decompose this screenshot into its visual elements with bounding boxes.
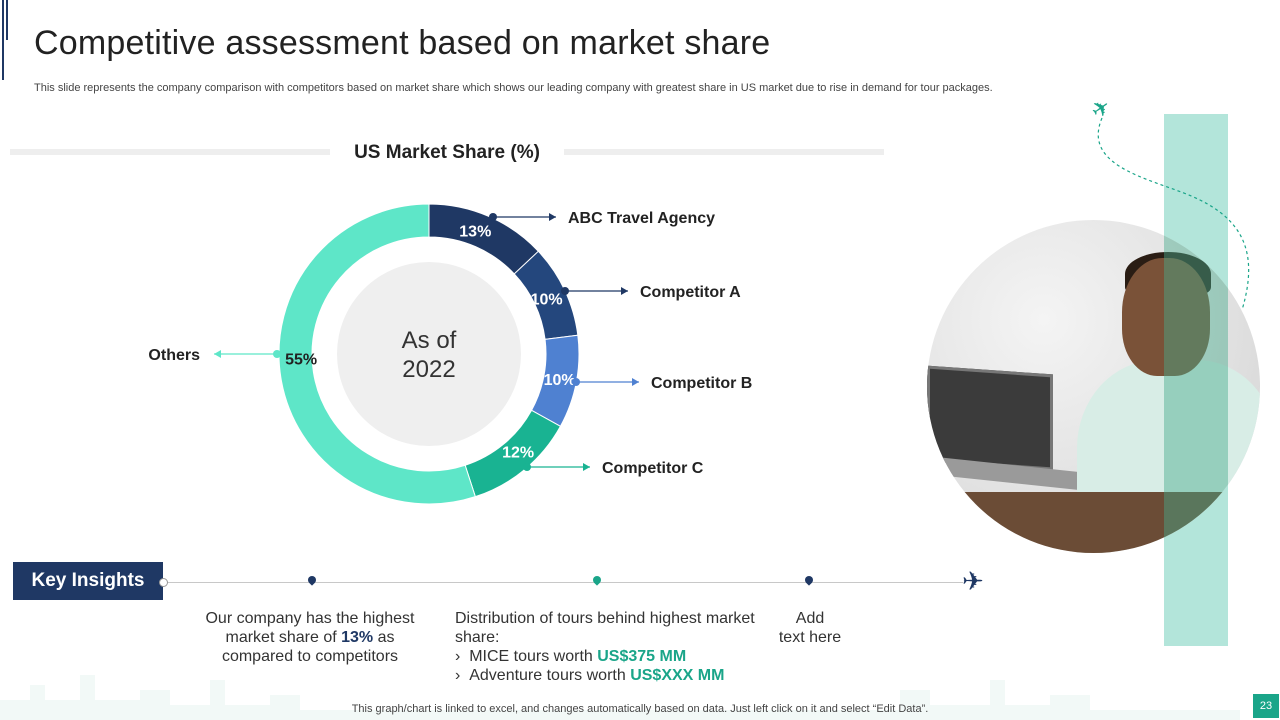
page-subtitle: This slide represents the company compar… bbox=[34, 82, 993, 94]
timeline-pin-icon bbox=[591, 574, 603, 587]
callout-arrow bbox=[583, 463, 590, 471]
key-insights-badge: Key Insights bbox=[13, 562, 163, 600]
insight-tour-distribution: Distribution of tours behind highest mar… bbox=[455, 609, 795, 685]
callout-arrow bbox=[632, 378, 639, 386]
legend-label: Others bbox=[148, 347, 200, 364]
footer-note: This graph/chart is linked to excel, and… bbox=[351, 703, 929, 715]
data-label: 10% bbox=[544, 372, 576, 389]
skyline-decoration bbox=[0, 675, 1240, 720]
data-label: 10% bbox=[531, 292, 563, 309]
callout-arrow bbox=[214, 350, 221, 358]
data-label: 55% bbox=[285, 352, 317, 369]
insight-placeholder[interactable]: Add text here bbox=[778, 610, 842, 646]
page-number: 23 bbox=[1253, 694, 1279, 718]
center-label: 2022 bbox=[402, 356, 455, 383]
timeline-start-dot bbox=[159, 578, 168, 587]
legend-label: Competitor A bbox=[640, 284, 741, 301]
callout-arrow bbox=[621, 287, 628, 295]
legend-label: Competitor B bbox=[651, 375, 752, 392]
data-label: 12% bbox=[502, 444, 534, 461]
insight-company-share: Our company has the highest market share… bbox=[205, 610, 415, 665]
chart-title: US Market Share (%) bbox=[330, 142, 564, 163]
data-label: 13% bbox=[459, 223, 491, 240]
list-item: › Adventure tours worth US$XXX MM bbox=[455, 667, 725, 684]
legend-label: Competitor C bbox=[602, 460, 704, 477]
page-title: Competitive assessment based on market s… bbox=[34, 24, 771, 62]
airplane-icon: ✈ bbox=[962, 566, 984, 596]
center-label: As of bbox=[402, 327, 457, 354]
timeline-line bbox=[163, 582, 963, 583]
insight-intro: Distribution of tours behind highest mar… bbox=[455, 610, 755, 646]
callout-arrow bbox=[549, 213, 556, 221]
donut-center bbox=[337, 262, 521, 446]
timeline-pin-icon bbox=[306, 574, 318, 587]
donut-slice-others bbox=[278, 203, 476, 505]
flight-path bbox=[1097, 117, 1250, 311]
timeline-pin-icon bbox=[803, 574, 815, 587]
title-accent-bar bbox=[0, 0, 8, 80]
legend-label: ABC Travel Agency bbox=[568, 210, 715, 227]
list-item: › MICE tours worth US$375 MM bbox=[455, 648, 687, 665]
chart-title-bar: US Market Share (%) bbox=[10, 140, 884, 164]
person-photo bbox=[927, 220, 1260, 553]
